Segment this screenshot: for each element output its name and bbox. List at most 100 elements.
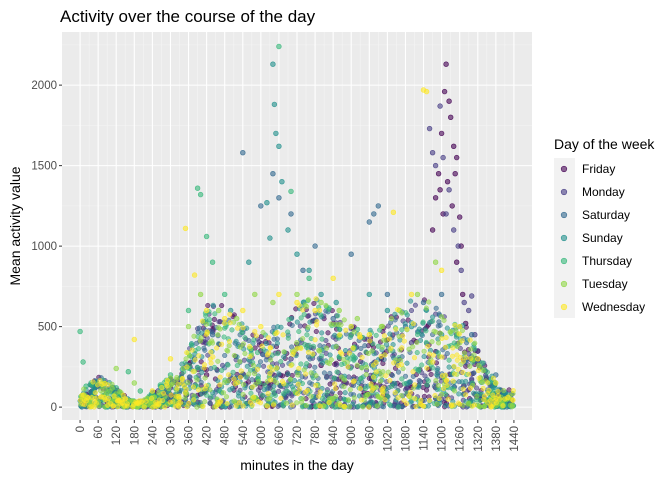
data-point [211,316,217,322]
data-point [162,404,168,410]
data-point [270,171,276,177]
data-point [207,400,213,406]
data-point [215,358,221,364]
data-point [107,388,113,394]
data-point [347,404,353,410]
data-point [197,291,204,298]
data-point [80,359,86,365]
data-point [327,352,333,358]
data-point [488,404,494,410]
data-point [460,386,466,392]
data-point [435,382,441,389]
data-point [437,187,443,193]
data-point [448,329,454,335]
data-point [432,259,439,265]
data-point [164,383,170,389]
data-point [471,402,478,408]
data-point [374,403,380,409]
data-point [281,381,287,387]
data-point [501,388,507,394]
data-point [285,335,291,341]
data-point [198,359,204,365]
data-point [160,390,167,396]
legend-key [560,188,568,196]
data-point [406,393,412,399]
data-point [294,299,300,306]
data-point [333,344,339,350]
data-point [381,333,387,339]
data-point [233,338,239,344]
data-point [452,322,458,328]
data-point [331,375,337,381]
data-point [416,326,422,332]
data-point [95,382,101,388]
data-point [346,374,352,380]
data-point [329,397,335,403]
data-point [265,396,271,402]
data-point [346,350,352,356]
data-point [232,381,238,387]
data-point [456,391,462,397]
data-point [330,275,336,281]
data-point [229,327,235,333]
data-point [355,326,361,332]
data-point [222,315,228,322]
data-point [386,336,393,342]
data-point [332,386,338,392]
data-point [288,211,294,217]
data-point [366,404,372,410]
data-point [274,365,280,371]
data-point [460,369,466,376]
data-point [395,307,401,313]
data-point [275,324,281,330]
data-point [319,353,325,359]
data-point [424,365,430,371]
data-point [115,404,121,410]
data-point [317,348,323,354]
data-point [408,307,415,314]
data-point [302,341,308,347]
data-point [357,386,363,392]
data-point [451,143,457,150]
data-point [436,340,442,346]
legend-entry-saturday: Saturday [560,208,630,222]
data-point [384,307,391,314]
data-point [337,332,343,338]
x-tick-label: 420 [202,426,214,445]
data-point [179,380,185,386]
data-point [150,404,156,410]
data-point [432,392,438,399]
data-point [273,331,279,337]
data-point [288,356,294,362]
data-point [240,307,246,314]
data-point [493,380,499,386]
data-point [427,397,433,403]
chart-title: Activity over the course of the day [60,7,316,26]
data-point [342,390,348,396]
data-point [334,369,340,375]
data-point [259,343,265,349]
data-point [195,387,202,393]
data-point [183,356,189,362]
data-point [325,330,331,336]
data-point [240,150,246,156]
data-point [186,374,192,380]
data-point [298,315,304,321]
data-point [97,378,103,384]
data-point [264,200,270,206]
data-point [359,354,365,360]
legend-key [560,165,568,173]
data-point [441,88,448,95]
x-axis-title: minutes in the day [240,457,354,473]
data-point [446,187,452,193]
data-point [289,322,295,328]
data-point [221,320,227,326]
x-tick-label: 1320 [473,426,485,452]
data-point [485,380,491,386]
data-point [430,352,437,358]
data-point [251,394,257,400]
data-point [276,371,282,377]
data-point [455,243,461,249]
data-point [324,389,330,395]
data-point [388,345,394,351]
